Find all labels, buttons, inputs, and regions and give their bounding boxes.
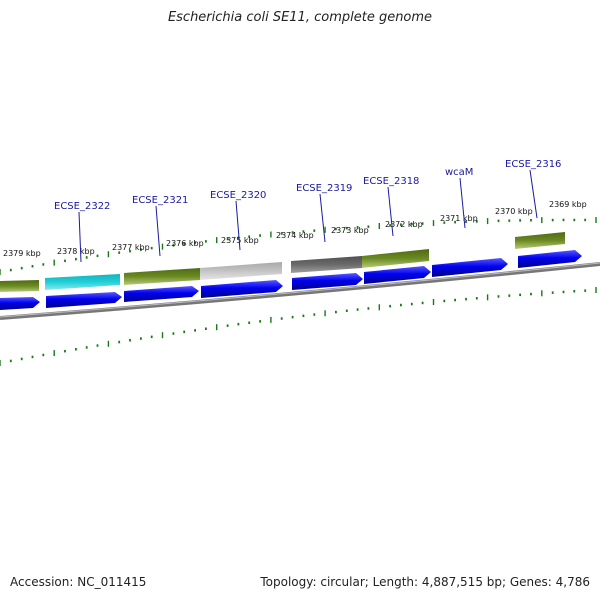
gene-label: ECSE_2321 [132, 195, 188, 206]
kbp-label: 2371 kbp [440, 214, 478, 223]
gene-label: ECSE_2322 [54, 201, 110, 212]
feature-olive [124, 268, 200, 285]
gene-callout-line [78, 211, 82, 263]
kbp-label: 2373 kbp [331, 226, 369, 235]
feature-olive [362, 249, 429, 268]
cds-arrow [518, 250, 582, 268]
gene-label: ECSE_2319 [296, 183, 352, 194]
gene-callouts [78, 169, 538, 263]
genome-backbone [0, 262, 600, 320]
kbp-label: 2374 kbp [276, 231, 314, 240]
gene-callout-line [155, 205, 161, 257]
cds-arrow [201, 280, 283, 298]
gene-callout-line [459, 177, 466, 229]
feature-dark-gray [291, 256, 362, 273]
cds-arrow [292, 273, 363, 290]
cds-track [0, 250, 582, 310]
gene-label: ECSE_2316 [505, 159, 561, 170]
cds-arrow [124, 286, 199, 302]
kbp-label: 2375 kbp [221, 236, 259, 245]
kbp-label: 2372 kbp [385, 220, 423, 229]
kbp-scale: 2379 kbp 2378 kbp 2377 kbp 2376 kbp 2375… [3, 200, 587, 258]
feature-olive-left [0, 280, 39, 292]
feature-olive-right [515, 232, 565, 249]
inner-tick-ring [0, 287, 597, 366]
kbp-label: 2378 kbp [57, 247, 95, 256]
gene-labels: ECSE_2322 ECSE_2321 ECSE_2320 ECSE_2319 … [54, 159, 561, 212]
kbp-label: 2369 kbp [549, 200, 587, 209]
gene-label: ECSE_2320 [210, 190, 266, 201]
genome-backbone-highlight [0, 262, 600, 318]
accession-text: Accession: NC_011415 [10, 575, 147, 589]
feature-cyan [45, 274, 120, 290]
feature-light-gray [200, 262, 282, 280]
kbp-label: 2379 kbp [3, 249, 41, 258]
kbp-label: 2370 kbp [495, 207, 533, 216]
outer-tick-ring [0, 217, 597, 275]
gene-callout-line [387, 186, 394, 237]
gene-callout-line [235, 200, 241, 251]
kbp-label: 2377 kbp [112, 243, 150, 252]
gene-callout-line [319, 193, 326, 243]
cds-arrow [46, 292, 122, 308]
cds-arrow [432, 258, 508, 277]
gene-label: ECSE_2318 [363, 176, 419, 187]
genome-summary-text: Topology: circular; Length: 4,887,515 bp… [260, 575, 590, 589]
gene-callout-line [529, 169, 538, 219]
gene-label: wcaM [445, 167, 473, 178]
cds-arrow [364, 266, 431, 284]
kbp-label: 2376 kbp [166, 239, 204, 248]
feature-track [0, 232, 565, 292]
map-title: Escherichia coli SE11, complete genome [167, 10, 433, 25]
cds-arrow [0, 297, 40, 310]
